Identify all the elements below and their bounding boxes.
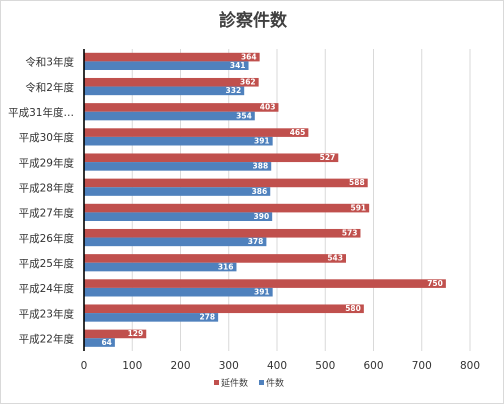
category-label: 平成27年度 <box>19 207 75 220</box>
category-label: 平成23年度 <box>19 307 75 320</box>
x-tick-label: 600 <box>363 360 383 372</box>
bar-kensu <box>84 287 273 297</box>
legend-label: 延件数 <box>221 377 248 389</box>
category-label: 平成24年度 <box>19 282 75 295</box>
data-label: 378 <box>248 237 264 246</box>
chart-title: 診察件数 <box>219 10 288 31</box>
x-tick-label: 500 <box>315 360 335 372</box>
x-tick-label: 400 <box>267 360 287 372</box>
axes: 0 100 200 300 400 500 600 700 800 令和3年度令和2年度平成31年… <box>8 49 480 372</box>
data-label: 316 <box>218 262 234 271</box>
category-label: 平成22年度 <box>19 332 75 345</box>
x-tick-label: 800 <box>460 360 480 372</box>
x-tick-label: 200 <box>170 360 190 372</box>
data-label: 391 <box>254 137 270 146</box>
bar-kensu <box>84 212 273 221</box>
bar-kensu <box>84 313 219 322</box>
data-label: 64 <box>101 338 111 347</box>
legend-swatch <box>259 380 264 385</box>
data-label: 391 <box>254 288 270 297</box>
data-label: 750 <box>427 279 443 288</box>
data-label: 573 <box>342 229 358 238</box>
bar-nobe-kensu <box>84 77 259 87</box>
bar-kensu <box>84 111 255 121</box>
bar-kensu <box>84 262 237 272</box>
gridlines <box>131 49 471 351</box>
data-label: 386 <box>252 187 268 196</box>
x-tick-label: 0 <box>81 360 88 372</box>
category-label: 令和3年度 <box>25 56 74 69</box>
legend: 延件数 件数 <box>214 377 284 389</box>
data-label: 354 <box>236 111 252 120</box>
data-label: 543 <box>327 254 343 263</box>
category-label: 平成26年度 <box>19 232 75 245</box>
data-label: 332 <box>226 86 242 95</box>
bar-kensu <box>84 61 249 70</box>
data-label: 341 <box>230 61 246 70</box>
x-tick-label: 700 <box>412 360 432 372</box>
bar-kensu <box>84 338 115 347</box>
data-label: 390 <box>254 212 270 221</box>
bar-nobe-kensu <box>84 228 361 238</box>
bar-nobe-kensu <box>84 103 279 112</box>
bar-nobe-kensu <box>84 178 368 188</box>
bar-nobe-kensu <box>84 128 309 137</box>
bar-nobe-kensu <box>84 304 364 314</box>
bar-nobe-kensu <box>84 279 446 288</box>
legend-label: 件数 <box>266 377 284 389</box>
data-label: 362 <box>240 78 256 87</box>
bar-kensu <box>84 162 272 171</box>
category-label: 平成30年度 <box>19 131 75 144</box>
data-label: 588 <box>349 178 365 187</box>
bar-nobe-kensu <box>84 329 147 339</box>
bar-nobe-kensu <box>84 153 339 163</box>
bar-kensu <box>84 136 273 146</box>
bar-kensu <box>84 237 267 247</box>
data-label: 580 <box>345 304 361 313</box>
category-label: 平成29年度 <box>19 156 75 169</box>
data-label: 129 <box>128 329 144 338</box>
bar-nobe-kensu <box>84 203 370 213</box>
data-label: 278 <box>199 313 215 322</box>
bar-kensu <box>84 86 245 96</box>
bar-nobe-kensu <box>84 254 346 263</box>
data-label: 403 <box>260 103 276 112</box>
category-label: 平成28年度 <box>19 181 75 194</box>
data-label: 465 <box>290 128 306 137</box>
category-label: 平成25年度 <box>19 257 75 270</box>
x-tick-label: 300 <box>219 360 239 372</box>
legend-swatch <box>214 380 219 385</box>
bar-kensu <box>84 187 271 196</box>
data-label: 364 <box>241 52 257 61</box>
category-label: 令和2年度 <box>25 81 74 94</box>
data-label: 388 <box>253 162 269 171</box>
bar-nobe-kensu <box>84 52 260 62</box>
x-tick-label: 100 <box>122 360 142 372</box>
data-label: 527 <box>320 153 336 162</box>
category-label: 平成31年度… <box>8 106 74 119</box>
data-label: 591 <box>351 203 367 212</box>
